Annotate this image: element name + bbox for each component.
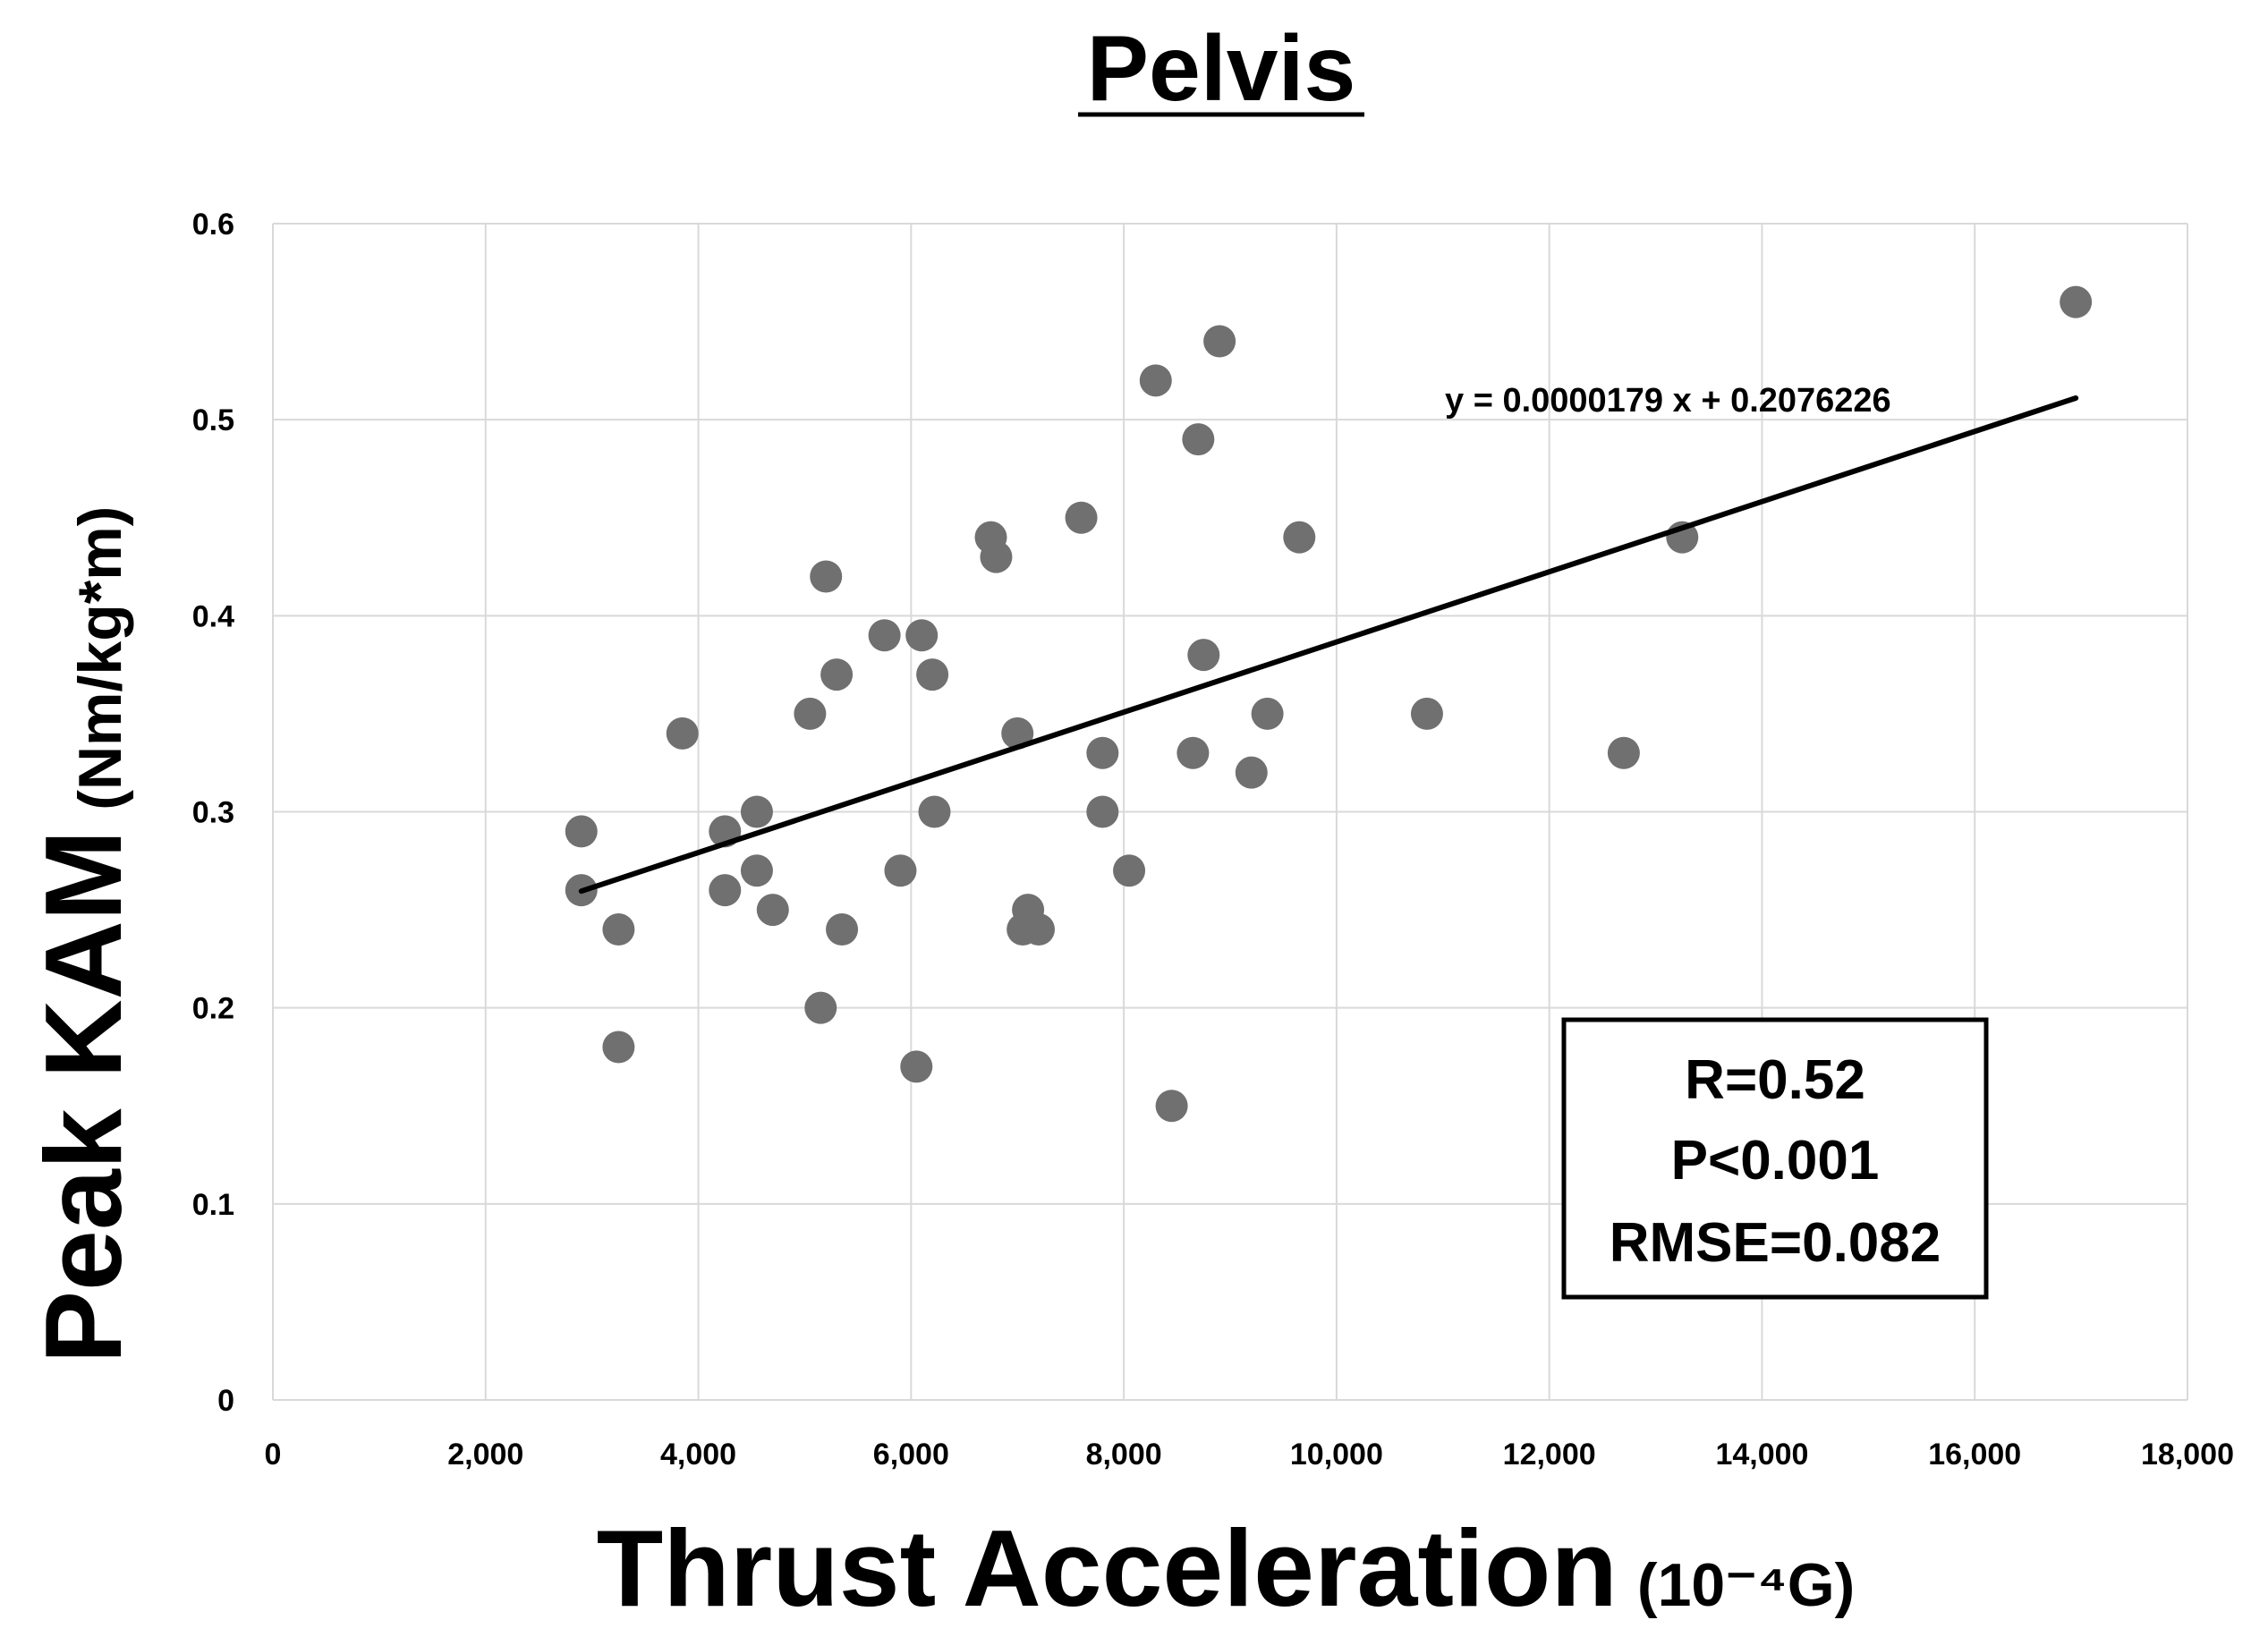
data-point	[900, 1050, 933, 1083]
data-point	[918, 795, 951, 828]
y-tick-label: 0	[217, 1384, 234, 1418]
data-point	[804, 991, 837, 1024]
y-tick-label: 0.5	[192, 403, 234, 437]
data-point	[868, 619, 901, 652]
y-axis-label: Peak KAM (Nm/kg*m)	[22, 506, 144, 1364]
x-tick-label: 4,000	[660, 1438, 736, 1472]
data-point	[1203, 325, 1236, 358]
x-tick-label: 14,000	[1715, 1438, 1808, 1472]
data-point	[1235, 756, 1268, 789]
y-tick-labels: 0 0.1 0.2 0.3 0.4 0.5 0.6	[192, 208, 234, 1418]
x-tick-label: 18,000	[2141, 1438, 2234, 1472]
x-tick-label: 2,000	[447, 1438, 523, 1472]
data-point	[916, 658, 949, 691]
y-tick-label: 0.1	[192, 1188, 234, 1222]
x-tick-label: 16,000	[1928, 1438, 2021, 1472]
stats-box	[1561, 1017, 1989, 1300]
data-point	[1001, 717, 1034, 750]
data-point	[1187, 639, 1220, 672]
data-point	[884, 854, 917, 887]
data-point	[602, 913, 635, 946]
data-point	[1607, 736, 1640, 769]
data-point	[1023, 913, 1055, 946]
data-point	[1410, 697, 1443, 730]
data-point	[1065, 501, 1098, 534]
x-tick-label: 0	[265, 1438, 282, 1472]
data-point	[980, 540, 1013, 573]
data-point	[1251, 697, 1284, 730]
y-tick-label: 0.3	[192, 796, 234, 830]
x-tick-label: 12,000	[1503, 1438, 1596, 1472]
data-point	[709, 874, 742, 907]
trendline-layer	[578, 394, 2079, 895]
y-tick-label: 0.2	[192, 992, 234, 1026]
data-point	[1086, 736, 1119, 769]
data-point	[810, 560, 843, 593]
data-point	[740, 795, 773, 828]
x-axis-label-unit: (10⁻⁴G)	[1637, 1551, 1855, 1619]
data-point	[756, 894, 789, 927]
y-tick-label: 0.6	[192, 208, 234, 242]
y-tick-label: 0.4	[192, 599, 234, 633]
x-tick-label: 8,000	[1086, 1438, 1162, 1472]
data-point	[820, 658, 854, 691]
data-point	[1155, 1090, 1188, 1123]
x-tick-label: 6,000	[873, 1438, 949, 1472]
data-point	[1139, 364, 1172, 397]
data-point	[666, 717, 699, 750]
data-point	[1176, 736, 1210, 769]
stat-rmse: RMSE=0.082	[1610, 1212, 1941, 1274]
x-axis-label: Thrust Acceleration (10⁻⁴G)	[597, 1507, 1856, 1629]
data-point	[1283, 521, 1316, 554]
data-point	[1113, 854, 1146, 887]
chart-title: Pelvis	[1087, 17, 1356, 121]
data-point	[602, 1031, 635, 1064]
data-point	[565, 815, 598, 848]
data-point	[1182, 423, 1215, 456]
x-axis-label-main: Thrust Acceleration	[597, 1507, 1618, 1629]
x-tick-labels: 0 2,000 4,000 6,000 8,000 10,000 12,000 14,000 1…	[265, 1438, 2234, 1472]
stat-p: P<0.001	[1671, 1130, 1880, 1192]
data-point	[2060, 285, 2093, 318]
trendline	[578, 394, 2079, 895]
y-axis-label-main: Peak KAM	[22, 830, 144, 1364]
y-axis-label-unit: (Nm/kg*m)	[66, 506, 134, 810]
data-points	[565, 285, 2093, 1123]
data-point	[1086, 795, 1119, 828]
x-tick-label: 10,000	[1290, 1438, 1383, 1472]
data-point	[794, 697, 827, 730]
stat-r: R=0.52	[1685, 1049, 1865, 1111]
data-point	[740, 854, 773, 887]
data-point	[826, 913, 859, 946]
trendline-equation: y = 0.0000179 x + 0.2076226	[1445, 382, 1891, 420]
data-point	[905, 619, 939, 652]
